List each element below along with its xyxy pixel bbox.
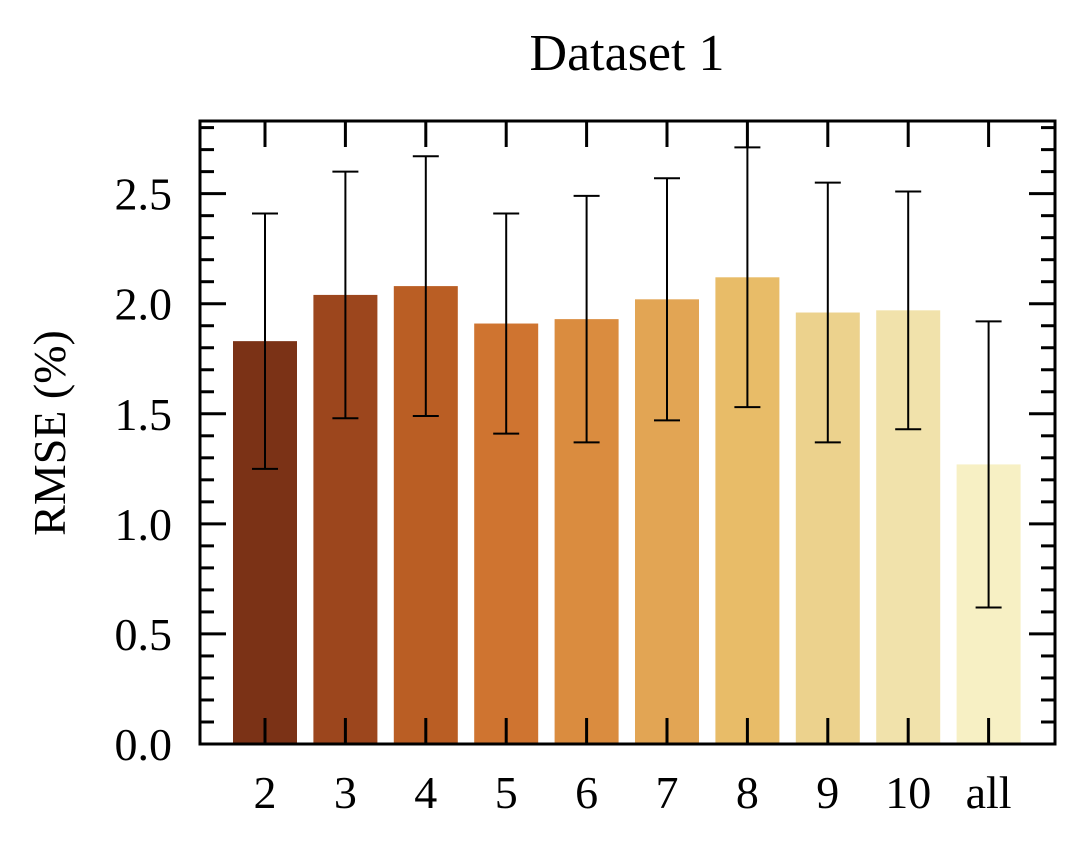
y-axis-label: RMSE (%) (24, 330, 75, 536)
bars-group (233, 277, 1021, 744)
x-tick-label-6: 6 (575, 767, 598, 818)
error-bars-group (252, 146, 1002, 609)
tick-labels-group: 2 3 4 5 6 7 8 9 10 all 0.0 0.5 1.0 1.5 2.0 2.5 (115, 169, 1012, 818)
x-tick-label-4: 4 (414, 767, 437, 818)
y-tick-label-1.0: 1.0 (115, 499, 173, 550)
y-tick-label-0.0: 0.0 (115, 719, 173, 770)
x-tick-label-9: 9 (816, 767, 839, 818)
y-tick-label-2.5: 2.5 (115, 169, 173, 220)
x-tick-label-10: 10 (885, 767, 931, 818)
x-tick-label-all: all (966, 767, 1012, 818)
plot-frame (198, 119, 1057, 746)
x-tick-label-5: 5 (495, 767, 518, 818)
y-tick-label-2.0: 2.0 (115, 279, 173, 330)
x-tick-label-8: 8 (736, 767, 759, 818)
x-tick-label-3: 3 (334, 767, 357, 818)
x-tick-label-7: 7 (656, 767, 679, 818)
axis-ticks-group (200, 121, 1055, 746)
y-tick-label-1.5: 1.5 (115, 389, 173, 440)
chart-title: Dataset 1 (530, 25, 725, 82)
y-tick-label-0.5: 0.5 (115, 609, 173, 660)
x-tick-label-2: 2 (254, 767, 277, 818)
